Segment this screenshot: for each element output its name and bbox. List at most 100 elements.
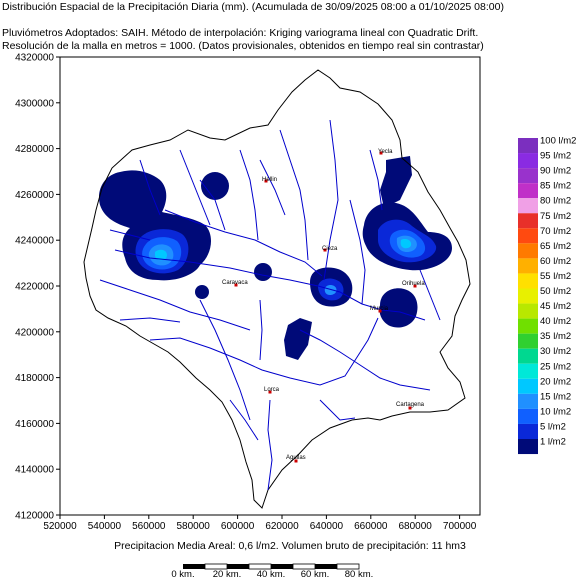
scale-segment-dark bbox=[315, 564, 337, 569]
legend-swatch bbox=[518, 288, 538, 304]
river-trib-2 bbox=[239, 149, 259, 241]
x-tick-label: 680000 bbox=[399, 521, 433, 532]
legend-swatch bbox=[518, 393, 538, 409]
legend-swatch bbox=[518, 168, 538, 184]
y-tick-label: 4300000 bbox=[15, 98, 54, 109]
y-tick-label: 4320000 bbox=[15, 53, 54, 64]
x-tick-label: 580000 bbox=[177, 521, 211, 532]
river-trib-15 bbox=[109, 229, 151, 241]
legend-label: 50 l/m2 bbox=[540, 286, 571, 297]
legend-label: 95 l/m2 bbox=[540, 151, 571, 162]
legend-swatch bbox=[518, 228, 538, 244]
y-axis: 4320000 4300000 4280000 4260000 4240000 42200… bbox=[15, 53, 60, 522]
town-marker bbox=[413, 284, 417, 288]
precip-cell-south-central bbox=[284, 318, 312, 360]
river-trib-19 bbox=[319, 399, 356, 421]
scale-segment-dark bbox=[183, 564, 205, 569]
map-subtitle-method: Pluviómetros Adoptados: SAIH. Método de … bbox=[2, 27, 479, 39]
legend-swatch bbox=[518, 378, 538, 394]
town-label: Orihuela bbox=[402, 281, 425, 287]
scale-label: 40 km. bbox=[257, 569, 286, 580]
y-tick-label: 4180000 bbox=[15, 373, 54, 384]
scale-label: 20 km. bbox=[213, 569, 242, 580]
precip-cell-nw-small bbox=[201, 172, 229, 200]
precip-cell-yecla bbox=[380, 156, 412, 208]
river-trib-5 bbox=[99, 279, 251, 331]
x-tick-label: 700000 bbox=[443, 521, 477, 532]
x-tick-label: 540000 bbox=[88, 521, 122, 532]
scale-segment-light bbox=[336, 563, 360, 570]
town-label: Yecla bbox=[378, 149, 393, 155]
river-trib-16 bbox=[259, 159, 286, 216]
x-axis: 520000 540000 560000 580000 600000 620000 6400… bbox=[43, 515, 477, 532]
legend-label: 90 l/m2 bbox=[540, 166, 571, 177]
precip-cell-east-20 bbox=[400, 239, 412, 249]
town-label: Cieza bbox=[322, 246, 338, 252]
river-trib-11 bbox=[179, 149, 211, 226]
scale-label: 0 km. bbox=[171, 569, 194, 580]
legend-label: 1 l/m2 bbox=[540, 437, 566, 448]
legend-swatch bbox=[518, 333, 538, 349]
legend-swatch bbox=[518, 243, 538, 259]
town-marker bbox=[264, 179, 268, 183]
x-tick-label: 620000 bbox=[265, 521, 299, 532]
river-trib-7 bbox=[199, 299, 251, 421]
y-tick-label: 4260000 bbox=[15, 190, 54, 201]
legend-label: 5 l/m2 bbox=[540, 421, 566, 432]
legend-swatch bbox=[518, 303, 538, 319]
river-trib-1 bbox=[199, 179, 226, 231]
y-tick-label: 4200000 bbox=[15, 327, 54, 338]
town-label: Hellin bbox=[262, 177, 277, 183]
legend-label: 25 l/m2 bbox=[540, 361, 571, 372]
town-labels: Hellin Yecla Cieza Caravaca Orihuela Murcia Lo… bbox=[222, 149, 425, 463]
legend-swatch bbox=[518, 153, 538, 169]
town-marker bbox=[268, 390, 272, 394]
y-tick-label: 4280000 bbox=[15, 144, 54, 155]
legend-label: 85 l/m2 bbox=[540, 181, 571, 192]
town-label: Caravaca bbox=[222, 280, 248, 286]
river-segura bbox=[114, 249, 426, 321]
legend-swatch bbox=[518, 318, 538, 334]
y-tick-label: 4160000 bbox=[15, 419, 54, 430]
legend-swatch bbox=[518, 183, 538, 199]
legend-swatch bbox=[518, 363, 538, 379]
town-marker bbox=[234, 283, 238, 287]
legend-label: 35 l/m2 bbox=[540, 331, 571, 342]
river-trib-3 bbox=[279, 129, 309, 261]
legend-swatch bbox=[518, 348, 538, 364]
legend-swatch bbox=[518, 198, 538, 214]
river-trib-9 bbox=[349, 199, 366, 305]
x-tick-label: 560000 bbox=[132, 521, 166, 532]
legend-swatch bbox=[518, 273, 538, 289]
town-marker bbox=[294, 459, 298, 463]
town-label: Lorca bbox=[264, 387, 280, 393]
legend-swatch bbox=[518, 138, 538, 154]
legend-label: 75 l/m2 bbox=[540, 211, 571, 222]
river-mundo bbox=[164, 209, 323, 277]
legend-label: 30 l/m2 bbox=[540, 346, 571, 357]
river-network bbox=[99, 119, 441, 491]
scale-label: 80 km. bbox=[345, 569, 374, 580]
legend-label: 10 l/m2 bbox=[540, 406, 571, 417]
y-tick-label: 4240000 bbox=[15, 236, 54, 247]
river-trib-10 bbox=[139, 159, 161, 216]
town-marker bbox=[379, 151, 383, 155]
x-tick-label: 660000 bbox=[354, 521, 388, 532]
legend-label: 100 l/m2 bbox=[540, 136, 576, 147]
scale-label: 60 km. bbox=[301, 569, 330, 580]
river-trib-8 bbox=[259, 299, 263, 361]
legend-swatch bbox=[518, 408, 538, 424]
precip-legend: 100 l/m2 95 l/m2 90 l/m2 85 l/m2 80 l/m2 75 l… bbox=[518, 136, 576, 455]
river-trib-14 bbox=[229, 399, 259, 441]
precip-cell-central-10 bbox=[324, 285, 337, 295]
legend-label: 65 l/m2 bbox=[540, 241, 571, 252]
town-label: Murcia bbox=[370, 306, 389, 312]
legend-label: 45 l/m2 bbox=[540, 301, 571, 312]
legend-swatch bbox=[518, 439, 538, 455]
legend-swatch bbox=[518, 213, 538, 229]
precip-cell-murcia bbox=[379, 288, 418, 328]
legend-label: 20 l/m2 bbox=[540, 376, 571, 387]
y-tick-label: 4120000 bbox=[15, 511, 54, 522]
river-trib-12 bbox=[299, 329, 431, 391]
